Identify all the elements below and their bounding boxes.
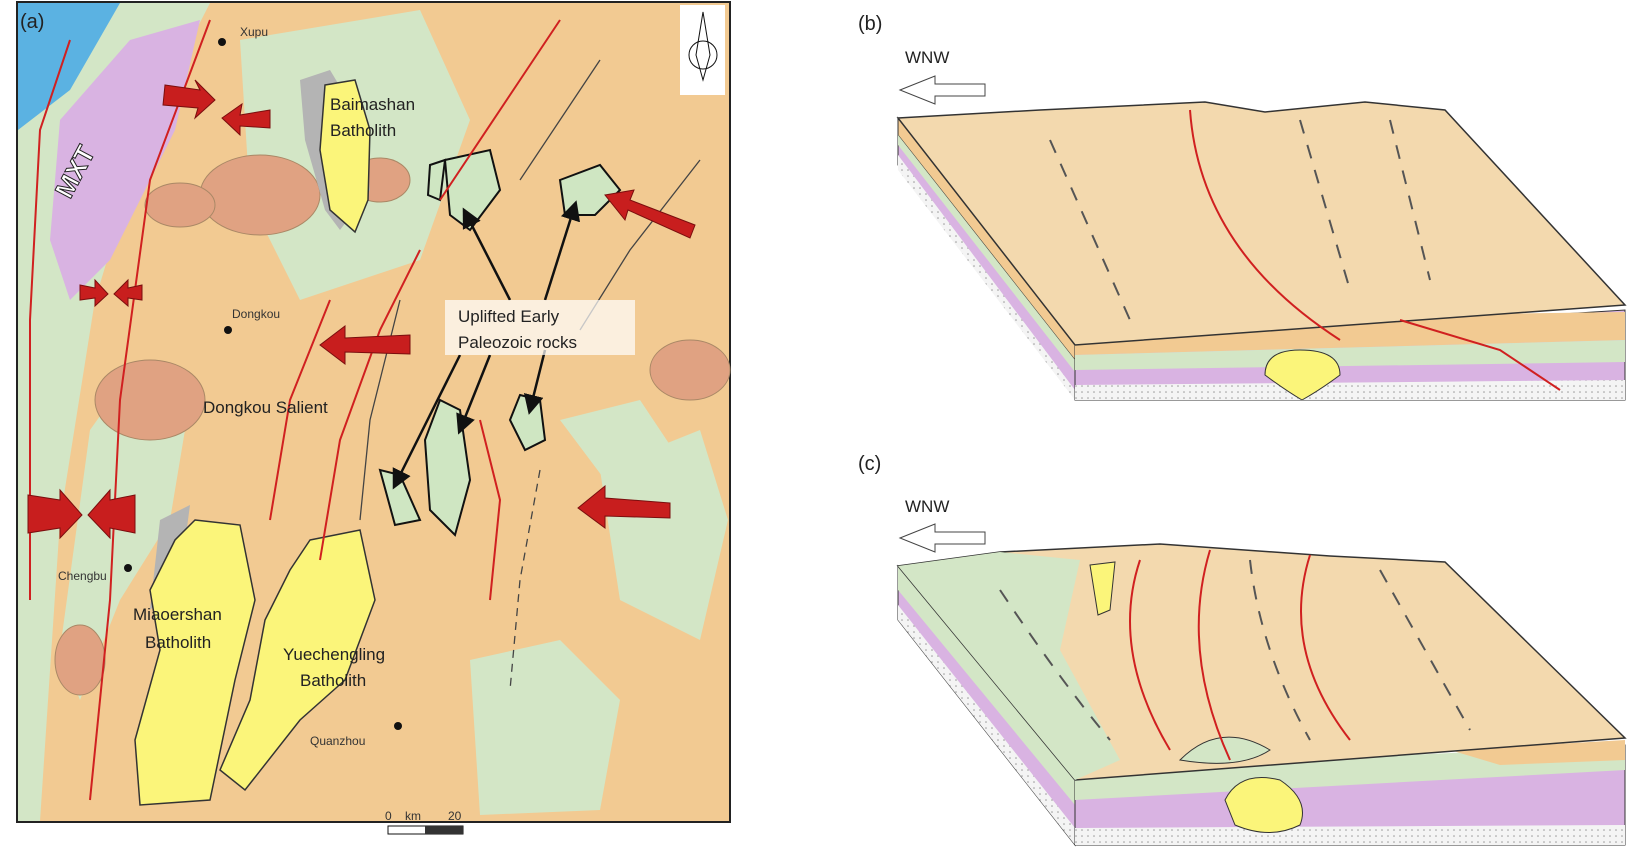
place-name: Dongkou [232, 307, 280, 321]
scale-segment [425, 826, 463, 834]
uplift-label: Paleozoic rocks [458, 333, 577, 352]
front-layer [1075, 825, 1625, 845]
batholith-name: Miaoershan [133, 605, 222, 624]
scale-label: km [405, 809, 421, 823]
batholith-name: Batholith [300, 671, 366, 690]
batholith-name: Baimashan [330, 95, 415, 114]
place-name: Quanzhou [310, 734, 365, 748]
unit-granite [200, 155, 320, 235]
batholith-name: Batholith [145, 633, 211, 652]
salient-label: Dongkou Salient [203, 398, 328, 417]
map-panel: 0 km 20 (a) Xupu Dongkou Chengbu Quanzho… [17, 2, 730, 834]
direction-label: WNW [905, 48, 949, 67]
north-arrow [680, 5, 725, 95]
direction-arrow [900, 524, 985, 552]
panel-label: (c) [858, 453, 881, 475]
unit-granite [95, 360, 205, 440]
scale-label: 20 [448, 809, 462, 823]
place-dot [224, 326, 232, 334]
direction-label: WNW [905, 497, 949, 516]
batholith-name: Batholith [330, 121, 396, 140]
unit-granite [55, 625, 105, 695]
uplift-label: Uplifted Early [458, 307, 560, 326]
direction-arrow [900, 76, 985, 104]
panel-label: (b) [858, 13, 882, 35]
place-dot [124, 564, 132, 572]
place-dot [218, 38, 226, 46]
place-name: Xupu [240, 25, 268, 39]
block-b: (b) WNW [858, 13, 1625, 400]
figure: 0 km 20 (a) Xupu Dongkou Chengbu Quanzho… [0, 0, 1635, 858]
place-dot [394, 722, 402, 730]
scale-label: 0 [385, 809, 392, 823]
panel-label: (a) [20, 11, 44, 33]
place-name: Chengbu [58, 569, 107, 583]
block-c: (c) WNW [858, 453, 1625, 845]
batholith-name: Yuechengling [283, 645, 385, 664]
unit-granite [650, 340, 730, 400]
unit-granite [145, 183, 215, 227]
